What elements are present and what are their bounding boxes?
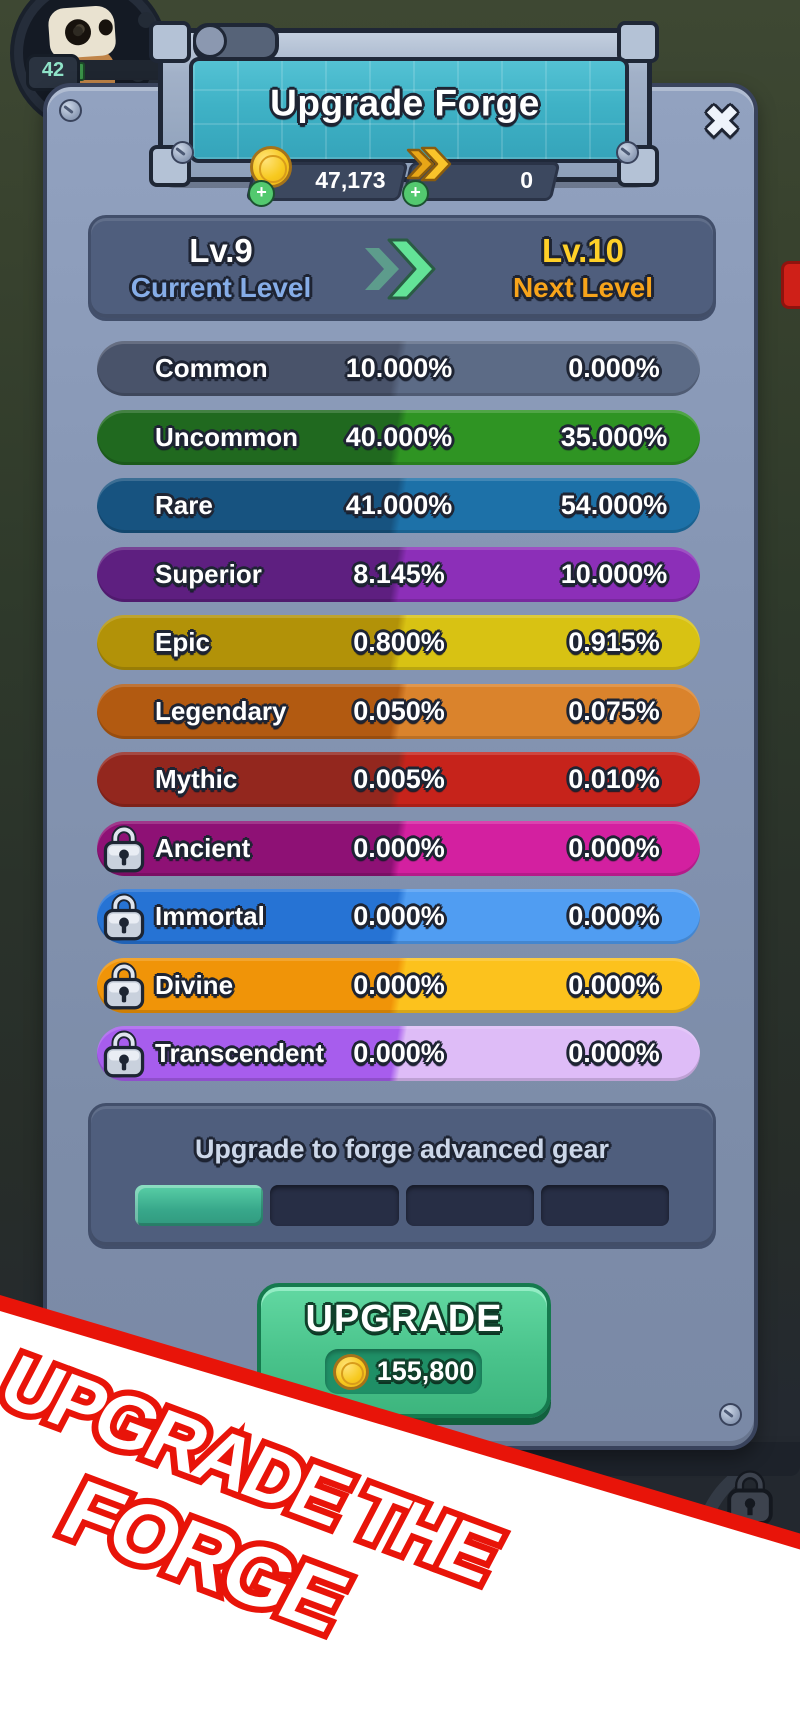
rarity-label: Divine bbox=[155, 970, 234, 1000]
rarity-row-common: Common 10.000% 0.000% bbox=[97, 341, 700, 396]
rarity-next-value: 0.000% bbox=[568, 970, 660, 1000]
level-arrow-icon bbox=[365, 238, 436, 300]
upgrade-cost-value: 155,800 bbox=[376, 1356, 475, 1386]
rarity-current-value: 0.000% bbox=[353, 901, 445, 931]
rarity-next-value: 0.000% bbox=[568, 901, 660, 931]
rarity-next-value: 0.000% bbox=[568, 1038, 660, 1068]
rarity-label: Ancient bbox=[155, 833, 251, 863]
upgrade-button-label: UPGRADE bbox=[305, 1298, 503, 1340]
rarity-current-value: 8.145% bbox=[353, 559, 445, 589]
current-level-value: Lv.9 bbox=[189, 232, 253, 269]
rarity-row-legendary: Legendary 0.050% 0.075% bbox=[97, 684, 700, 739]
screw-icon bbox=[59, 99, 82, 122]
plate-corner bbox=[617, 21, 659, 63]
rarity-current-value: 0.800% bbox=[353, 627, 445, 657]
rarity-next-value: 54.000% bbox=[560, 490, 668, 520]
rarity-row-divine: Divine 0.000% 0.000% bbox=[97, 958, 700, 1013]
rarity-current-value: 0.000% bbox=[353, 833, 445, 863]
rarity-label: Epic bbox=[155, 627, 210, 657]
rarity-next-value: 35.000% bbox=[560, 422, 668, 452]
lock-icon bbox=[103, 1030, 145, 1077]
plate-corner bbox=[149, 145, 191, 187]
rarity-current-value: 0.000% bbox=[353, 1038, 445, 1068]
rarity-current-value: 0.000% bbox=[353, 970, 445, 1000]
title-plate: Upgrade Forge bbox=[149, 21, 659, 187]
rarity-row-rare: Rare 41.000% 54.000% bbox=[97, 478, 700, 533]
plate-corner bbox=[149, 21, 191, 63]
rarity-next-value: 0.000% bbox=[568, 833, 660, 863]
rarity-label: Rare bbox=[155, 490, 213, 520]
rarity-current-value: 41.000% bbox=[345, 490, 453, 520]
rarity-row-immortal: Immortal 0.000% 0.000% bbox=[97, 889, 700, 944]
upgrade-cost-pill: 155,800 bbox=[325, 1349, 482, 1394]
lock-icon bbox=[103, 962, 145, 1009]
close-button[interactable]: ✖ bbox=[703, 96, 741, 147]
forge-progress-bar bbox=[135, 1185, 669, 1226]
forge-progress-caption: Upgrade to forge advanced gear bbox=[194, 1134, 610, 1164]
rarity-label: Mythic bbox=[155, 764, 238, 794]
rarity-next-value: 0.000% bbox=[568, 353, 660, 383]
screw-icon bbox=[719, 1403, 742, 1426]
progress-segment-4 bbox=[540, 1185, 669, 1226]
rarity-label: Legendary bbox=[155, 696, 287, 726]
rarity-row-superior: Superior 8.145% 10.000% bbox=[97, 547, 700, 602]
add-arrows-button[interactable]: + bbox=[402, 180, 429, 207]
creature-skull bbox=[47, 4, 117, 60]
upgrade-button[interactable]: UPGRADE 155,800 bbox=[257, 1283, 551, 1418]
double-arrow-icon bbox=[406, 146, 452, 182]
background-lock-icon bbox=[727, 1470, 773, 1525]
progress-segment-3 bbox=[405, 1185, 534, 1226]
rarity-current-value: 10.000% bbox=[345, 353, 453, 383]
plate-handle bbox=[193, 23, 279, 61]
lock-icon bbox=[103, 825, 145, 872]
dialog-title: Upgrade Forge bbox=[270, 82, 540, 124]
rarity-current-value: 0.005% bbox=[353, 764, 445, 794]
rarity-next-value: 0.010% bbox=[568, 764, 660, 794]
rarity-label: Transcendent bbox=[155, 1038, 325, 1068]
rarity-row-ancient: Ancient 0.000% 0.000% bbox=[97, 821, 700, 876]
rarity-next-value: 0.075% bbox=[568, 696, 660, 726]
progress-segment-1 bbox=[135, 1185, 264, 1226]
add-coins-button[interactable]: + bbox=[248, 180, 275, 207]
rarity-current-value: 0.050% bbox=[353, 696, 445, 726]
rarity-next-value: 0.915% bbox=[568, 627, 660, 657]
level-panel: Lv.9 Current Level Lv.10 Next Level bbox=[88, 215, 716, 321]
rarity-current-value: 40.000% bbox=[345, 422, 453, 452]
rarity-label: Uncommon bbox=[155, 422, 298, 452]
rarity-label: Common bbox=[155, 353, 268, 383]
rarity-label: Immortal bbox=[155, 901, 265, 931]
side-tab[interactable] bbox=[781, 261, 800, 309]
progress-segment-2 bbox=[270, 1185, 399, 1226]
rarity-row-mythic: Mythic 0.005% 0.010% bbox=[97, 752, 700, 807]
lock-icon bbox=[103, 893, 145, 940]
rarity-row-transcendent: Transcendent 0.000% 0.000% bbox=[97, 1026, 700, 1081]
current-level-label: Current Level bbox=[130, 272, 312, 303]
title-screen bbox=[189, 57, 629, 163]
next-level-value: Lv.10 bbox=[542, 232, 624, 269]
next-level-label: Next Level bbox=[512, 272, 654, 303]
rarity-next-value: 10.000% bbox=[560, 559, 668, 589]
coin-icon bbox=[332, 1353, 369, 1390]
rarity-label: Superior bbox=[155, 559, 262, 589]
arrow-balance-value: 0 bbox=[520, 167, 534, 193]
rarity-row-epic: Epic 0.800% 0.915% bbox=[97, 615, 700, 670]
coin-balance-value: 47,173 bbox=[314, 167, 386, 193]
forge-progress-panel: Upgrade to forge advanced gear bbox=[88, 1103, 716, 1249]
rarity-row-uncommon: Uncommon 40.000% 35.000% bbox=[97, 410, 700, 465]
